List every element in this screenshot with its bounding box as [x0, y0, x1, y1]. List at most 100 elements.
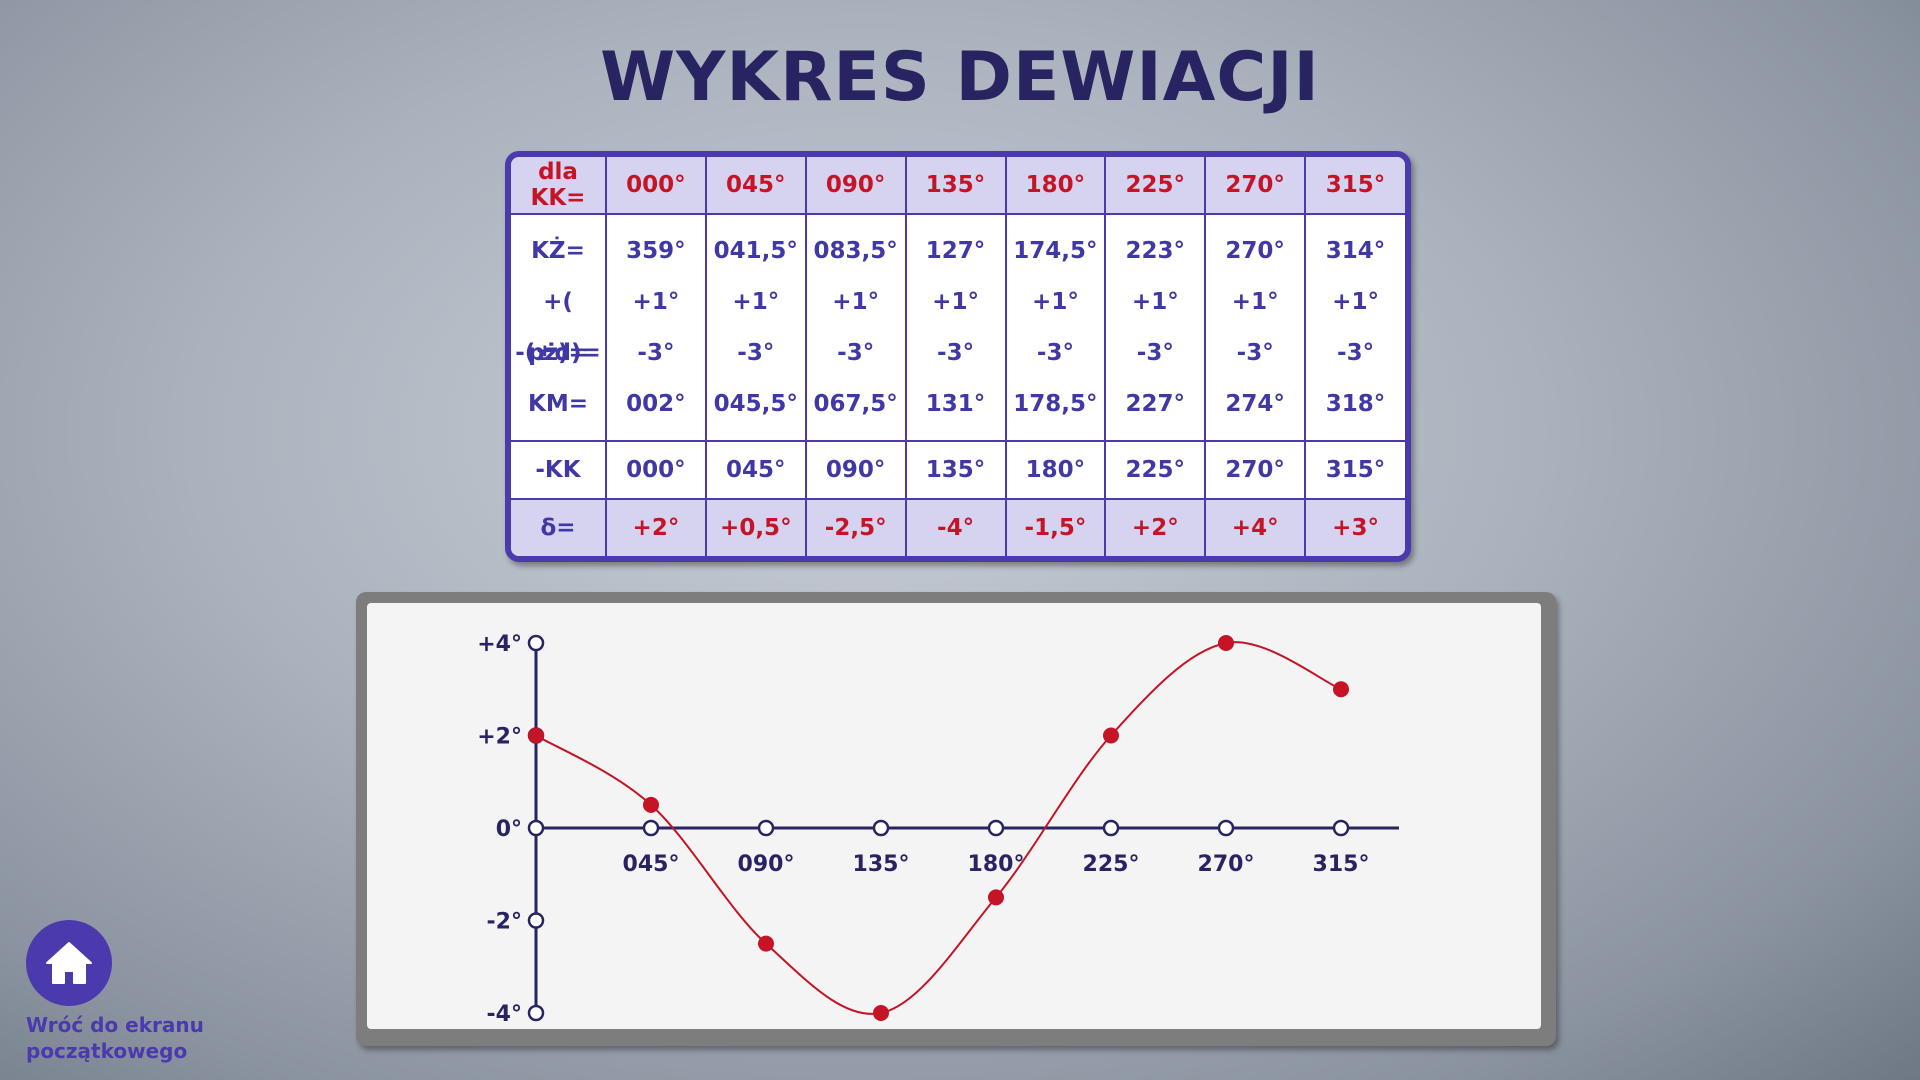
- kz-value: 127°: [925, 237, 986, 264]
- deviation-curve: [535, 641, 1342, 1015]
- pz-value: +1°: [1332, 288, 1379, 315]
- delta-value: +2°: [1104, 498, 1207, 556]
- x-tick-label: 135°: [853, 852, 910, 877]
- delta-label: δ=: [511, 498, 607, 556]
- header-cell: 045°: [704, 157, 807, 215]
- km-value: 178,5°: [1013, 390, 1098, 417]
- km-value: 274°: [1225, 390, 1285, 417]
- calc-column: 041,5° +1° -3° 045,5°: [704, 213, 807, 442]
- deviation-table-grid: dla KK= 000° 045° 090° 135° 180° 225° 27…: [511, 157, 1405, 556]
- x-tick-label: 180°: [968, 852, 1025, 877]
- header-cell: 315°: [1304, 157, 1405, 215]
- pz-value: +1°: [732, 288, 780, 315]
- d-value: -3°: [937, 339, 975, 366]
- home-icon: [46, 942, 92, 984]
- km-value: 067,5°: [813, 390, 898, 417]
- kk-row: -KK 000° 045° 090° 135° 180° 225° 270° 3…: [511, 440, 1405, 500]
- delta-value: +4°: [1204, 498, 1307, 556]
- home-label[interactable]: Wróć do ekranu początkowego: [26, 1012, 226, 1064]
- km-value: 002°: [626, 390, 686, 417]
- kz-label: KŻ=: [531, 237, 585, 264]
- kz-value: 314°: [1325, 237, 1386, 264]
- data-point: [988, 889, 1004, 906]
- kz-value: 270°: [1225, 237, 1285, 264]
- d-value: -3°: [737, 339, 775, 366]
- delta-row: δ= +2° +0,5° -2,5° -4° -1,5° +2° +4° +3°: [511, 498, 1405, 556]
- calc-column: 314° +1° -3° 318°: [1304, 213, 1405, 442]
- data-point: [643, 796, 659, 813]
- calc-column: 083,5° +1° -3° 067,5°: [804, 213, 907, 442]
- d-value: -3°: [1036, 339, 1074, 366]
- header-cell: 135°: [904, 157, 1007, 215]
- calc-column: 174,5° +1° -3° 178,5°: [1004, 213, 1107, 442]
- y-tick-marker: [527, 912, 545, 929]
- x-tick-marker: [642, 819, 660, 837]
- x-tick-marker: [757, 819, 775, 837]
- deviation-chart: +4° +2° 0° -2° -4° 045° 090° 135° 180° 225° 270° 31…: [477, 632, 1399, 1027]
- header-cell: 000°: [605, 157, 707, 215]
- x-tick-label: 045°: [623, 852, 680, 877]
- kk-value: 000°: [605, 440, 707, 500]
- y-tick-label: -4°: [487, 1002, 522, 1027]
- data-point: [1103, 727, 1119, 744]
- d-value: -3°: [1136, 339, 1174, 366]
- page-title: WYKRES DEWIACJI: [600, 38, 1320, 117]
- pz-value: +1°: [1131, 288, 1179, 315]
- x-tick-marker: [987, 819, 1005, 837]
- delta-value: +0,5°: [704, 498, 807, 556]
- y-tick-label: -2°: [487, 910, 522, 935]
- km-label: KM=: [528, 390, 588, 417]
- pz-value: +1°: [832, 288, 880, 315]
- km-value: 131°: [925, 390, 986, 417]
- x-tick-label: 270°: [1198, 852, 1255, 877]
- x-tick-marker: [1217, 819, 1235, 837]
- kz-value: 174,5°: [1013, 237, 1098, 264]
- header-label: dla KK=: [511, 157, 607, 215]
- home-label-line1: Wróć do ekranu: [26, 1013, 204, 1037]
- y-tick-marker: [527, 819, 545, 837]
- delta-value: -4°: [904, 498, 1007, 556]
- kz-value: 223°: [1125, 237, 1186, 264]
- kk-value: 045°: [704, 440, 807, 500]
- calc-labels: KŻ= +( pż)= -(±d)= KM=: [511, 213, 607, 442]
- table-header-row: dla KK= 000° 045° 090° 135° 180° 225° 27…: [511, 157, 1405, 215]
- pz-value: +1°: [632, 288, 680, 315]
- header-cell: 225°: [1104, 157, 1207, 215]
- kz-value: 041,5°: [713, 237, 798, 264]
- data-point: [758, 935, 774, 952]
- kz-value: 359°: [626, 237, 686, 264]
- y-tick-label: +2°: [477, 725, 522, 750]
- x-tick-label: 090°: [738, 852, 795, 877]
- kk-label: -KK: [511, 440, 607, 500]
- d-label: -(±d)=: [515, 339, 601, 366]
- y-tick-marker: [527, 1004, 545, 1022]
- km-value: 045,5°: [713, 390, 798, 417]
- data-point: [528, 727, 544, 744]
- x-tick-label: 315°: [1313, 852, 1370, 877]
- pz-value: +1°: [1032, 288, 1079, 315]
- kk-value: 180°: [1004, 440, 1107, 500]
- home-label-line2: początkowego: [26, 1039, 188, 1063]
- calc-column: 270° +1° -3° 274°: [1204, 213, 1307, 442]
- chart-panel: +4° +2° 0° -2° -4° 045° 090° 135° 180° 225° 270° 31…: [367, 603, 1541, 1029]
- d-value: -3°: [1337, 339, 1375, 366]
- data-point: [1333, 681, 1349, 698]
- kk-value: 225°: [1104, 440, 1207, 500]
- deviation-table: dla KK= 000° 045° 090° 135° 180° 225° 27…: [505, 151, 1411, 562]
- pz-label: +( pż)=: [528, 288, 588, 366]
- pz-value: +1°: [1231, 288, 1279, 315]
- kk-value: 090°: [804, 440, 907, 500]
- d-value: -3°: [837, 339, 875, 366]
- pz-value: +1°: [932, 288, 979, 315]
- home-button[interactable]: [26, 920, 112, 1006]
- calculation-row: KŻ= +( pż)= -(±d)= KM= 359° +1° -3° 002°…: [511, 213, 1405, 442]
- delta-value: -1,5°: [1004, 498, 1107, 556]
- header-cell: 090°: [804, 157, 907, 215]
- kk-value: 315°: [1304, 440, 1405, 500]
- calc-column: 223° +1° -3° 227°: [1104, 213, 1207, 442]
- kk-value: 270°: [1204, 440, 1307, 500]
- header-cell: 270°: [1204, 157, 1307, 215]
- y-tick-label: 0°: [496, 817, 522, 842]
- km-value: 318°: [1325, 390, 1386, 417]
- km-value: 227°: [1125, 390, 1186, 417]
